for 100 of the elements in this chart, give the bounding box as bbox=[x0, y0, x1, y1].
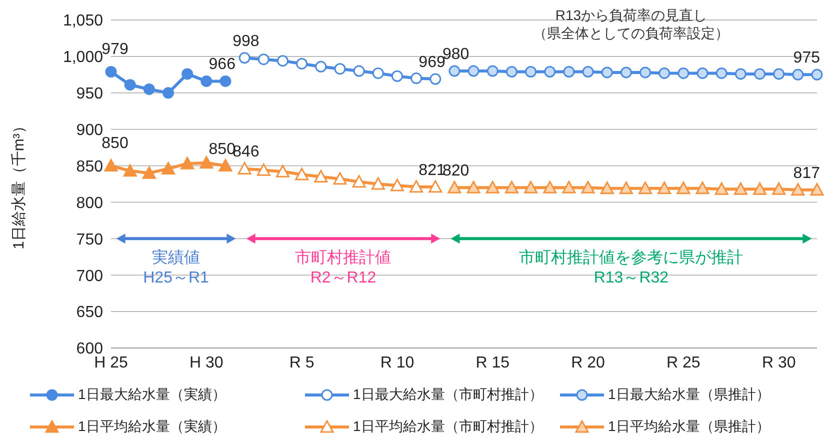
data-label: 850 bbox=[102, 134, 128, 152]
point bbox=[410, 180, 424, 193]
y-tick-label: 1,000 bbox=[62, 49, 104, 66]
point bbox=[696, 182, 710, 194]
annotation: 市町村推計値 bbox=[295, 248, 392, 267]
y-axis-title: 1日給水量（千m³） bbox=[10, 118, 28, 250]
point bbox=[296, 58, 308, 70]
point bbox=[466, 180, 480, 194]
point bbox=[256, 163, 270, 176]
point bbox=[524, 180, 538, 194]
annotation: 市町村推計値を参考に県が推計 bbox=[519, 248, 744, 267]
point bbox=[390, 178, 404, 192]
x-tick-label: R 20 bbox=[571, 354, 606, 372]
point bbox=[372, 67, 384, 79]
point bbox=[791, 183, 805, 196]
point bbox=[504, 180, 518, 194]
point bbox=[734, 182, 748, 195]
x-tick-label: R 25 bbox=[666, 354, 700, 372]
data-label: 979 bbox=[102, 40, 128, 58]
point bbox=[143, 83, 155, 95]
point bbox=[716, 67, 728, 79]
point bbox=[600, 182, 614, 194]
annotation: R2～R12 bbox=[310, 270, 376, 287]
point bbox=[620, 66, 632, 78]
point bbox=[581, 180, 595, 194]
point bbox=[773, 68, 785, 80]
annotation: R13から負荷率の見直し bbox=[555, 7, 708, 23]
point bbox=[544, 66, 556, 78]
point bbox=[238, 52, 250, 64]
point bbox=[104, 159, 118, 172]
point bbox=[258, 54, 270, 66]
data-label: 966 bbox=[208, 56, 236, 74]
x-tick-label: R 5 bbox=[289, 354, 314, 372]
y-tick-label: 650 bbox=[76, 304, 104, 322]
point bbox=[753, 182, 767, 195]
point bbox=[428, 180, 442, 193]
annotation: 実績値 bbox=[152, 248, 200, 267]
annotation: H25～R1 bbox=[143, 270, 210, 287]
point bbox=[353, 65, 365, 77]
point bbox=[371, 177, 385, 190]
x-tick-label: R 30 bbox=[762, 354, 796, 372]
point bbox=[218, 159, 232, 172]
point bbox=[276, 164, 290, 178]
point bbox=[772, 182, 786, 195]
point bbox=[676, 182, 690, 194]
point bbox=[123, 164, 137, 177]
point bbox=[734, 68, 746, 80]
y-tick-label: 700 bbox=[76, 268, 104, 285]
point bbox=[792, 68, 804, 80]
point bbox=[678, 67, 690, 79]
x-tick-label: R 15 bbox=[476, 354, 510, 372]
point bbox=[124, 79, 136, 91]
legend-label: 1日平均給水量（県推計） bbox=[608, 418, 770, 436]
point bbox=[333, 172, 347, 185]
data-label: 817 bbox=[793, 164, 820, 182]
point bbox=[754, 68, 766, 80]
point bbox=[658, 67, 670, 79]
point bbox=[162, 87, 174, 99]
point bbox=[334, 63, 346, 75]
y-tick-label: 900 bbox=[76, 122, 104, 140]
point bbox=[811, 68, 823, 80]
y-tick-label: 750 bbox=[76, 231, 104, 248]
y-tick-label: 1,050 bbox=[62, 12, 104, 30]
point bbox=[562, 180, 576, 194]
y-tick-label: 950 bbox=[76, 86, 104, 103]
point bbox=[448, 180, 462, 194]
data-label: 975 bbox=[793, 50, 820, 67]
data-label: 998 bbox=[232, 32, 260, 50]
point bbox=[448, 65, 460, 77]
point bbox=[276, 55, 288, 67]
point bbox=[486, 65, 498, 77]
point bbox=[220, 75, 232, 87]
point bbox=[238, 162, 252, 174]
point bbox=[563, 66, 575, 78]
point bbox=[200, 156, 214, 169]
legend-label: 1日平均給水量（実績） bbox=[78, 418, 226, 436]
y-tick-label: 850 bbox=[76, 158, 104, 176]
point bbox=[352, 175, 366, 188]
x-tick-label: R 10 bbox=[380, 354, 414, 372]
legend-label: 1日平均給水量（市町村推計） bbox=[353, 418, 543, 436]
point bbox=[714, 182, 728, 195]
point bbox=[161, 162, 175, 174]
point bbox=[543, 180, 557, 194]
point bbox=[105, 66, 117, 78]
point bbox=[295, 168, 309, 180]
point bbox=[468, 65, 480, 77]
legend-label: 1日最大給水量（実績） bbox=[78, 386, 226, 404]
annotation: R13～R32 bbox=[594, 270, 669, 287]
point bbox=[619, 182, 633, 194]
point bbox=[430, 73, 442, 85]
legend-label: 1日最大給水量（県推計） bbox=[608, 386, 770, 404]
point bbox=[810, 183, 824, 196]
point bbox=[582, 66, 594, 78]
point bbox=[200, 75, 212, 87]
annotation: （県全体としての負荷率設定） bbox=[533, 25, 730, 41]
point bbox=[640, 66, 652, 78]
point bbox=[391, 70, 403, 82]
point bbox=[601, 66, 613, 78]
point bbox=[525, 66, 537, 78]
point bbox=[696, 67, 708, 79]
